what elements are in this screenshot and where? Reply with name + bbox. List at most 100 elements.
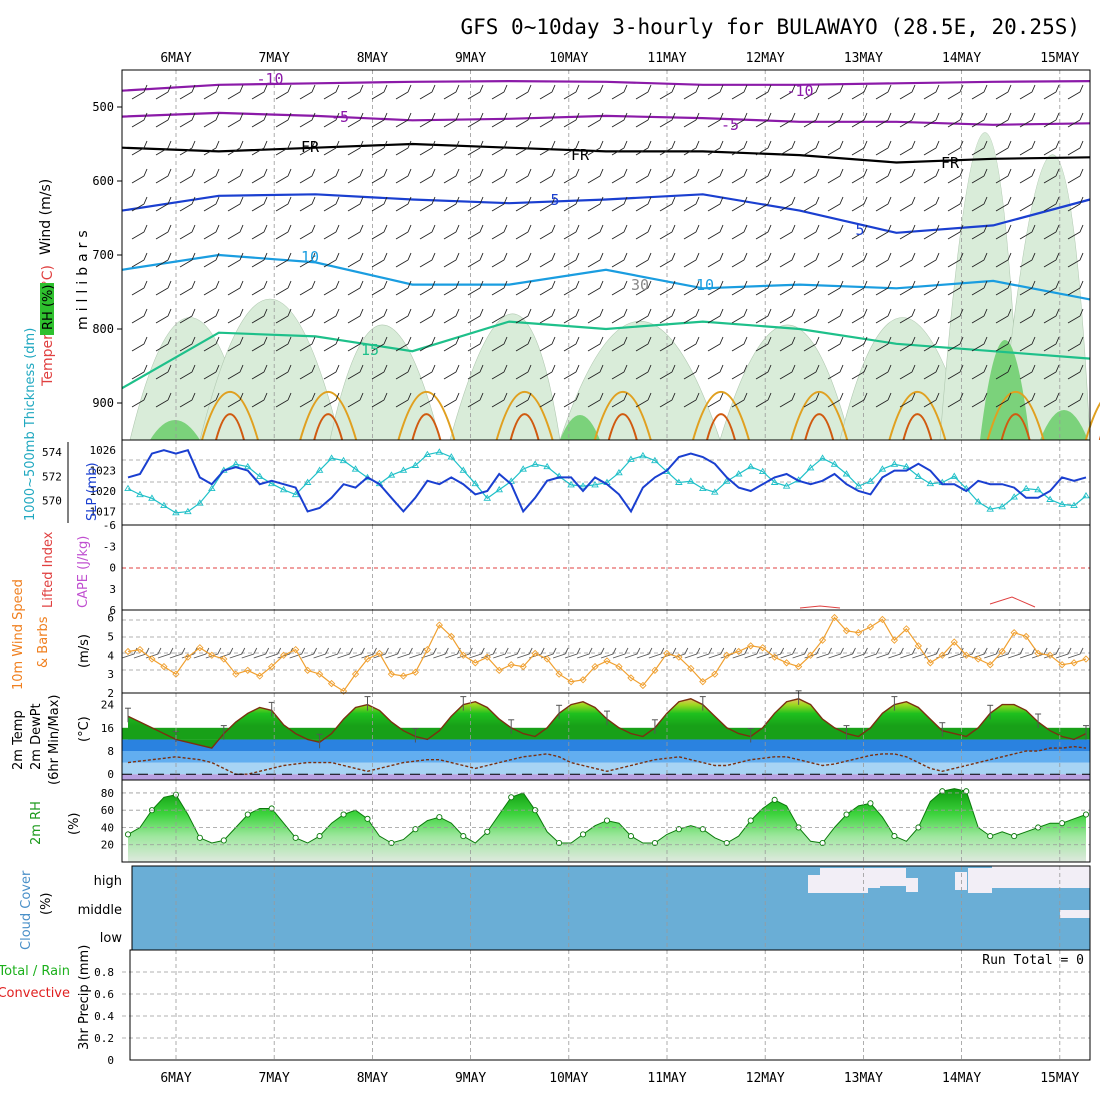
thickness-marker xyxy=(591,481,599,488)
wind-barb xyxy=(299,140,316,156)
wind-barb xyxy=(707,308,724,324)
wind-barb xyxy=(227,336,244,352)
wind-barb xyxy=(899,112,916,128)
thickness-marker xyxy=(243,462,252,470)
thickness-marker xyxy=(687,477,695,484)
wind-barb xyxy=(299,252,316,268)
wind-barb xyxy=(611,84,628,100)
thickness-marker xyxy=(974,498,983,505)
wind-barb xyxy=(491,364,508,380)
wind-barb xyxy=(995,364,1012,380)
wind-barb xyxy=(779,112,796,128)
thickness-marker xyxy=(471,479,480,487)
wind-barb xyxy=(347,84,364,100)
rh-marker xyxy=(723,839,730,847)
wind-barb xyxy=(659,308,676,324)
wind-barb xyxy=(179,196,196,212)
wind-barb xyxy=(371,84,388,100)
wind-barb xyxy=(779,392,796,408)
thickness-marker xyxy=(531,460,539,467)
temp-label-2: 2m DewPt xyxy=(29,703,44,770)
wind-speed-marker xyxy=(579,676,587,684)
wind-barb xyxy=(131,84,148,100)
thickness-marker xyxy=(627,455,635,462)
date-top-label: 15MAY xyxy=(1040,51,1079,66)
wind-barb xyxy=(1019,392,1036,408)
wind-speed-marker xyxy=(447,632,455,641)
wind-barb xyxy=(1067,308,1084,324)
wind-barb xyxy=(347,140,364,156)
wind-barb-10m xyxy=(505,647,521,659)
hot-contour xyxy=(215,413,245,441)
precip-tick-label: 0.6 xyxy=(94,988,114,1001)
precip-tick-label: 0.4 xyxy=(94,1010,114,1023)
wind-barb xyxy=(539,252,556,268)
rh-marker xyxy=(627,833,635,840)
wind-barb xyxy=(635,392,652,408)
li-tick-label: 6 xyxy=(109,604,116,617)
wind-barb xyxy=(275,308,292,324)
rh-tick-label: 20 xyxy=(101,839,114,852)
cloud-clear-patch xyxy=(992,866,1090,888)
thickness-marker xyxy=(866,477,875,484)
wind-barb xyxy=(923,84,940,100)
precip-labels: Total / Rain Convective 3hr Precip (mm) xyxy=(0,945,92,1050)
wind-barb xyxy=(419,196,436,212)
date-labels-bottom: 6MAY 7MAY 8MAY 9MAY 10MAY 11MAY 12MAY 13MAY 14MA… xyxy=(160,1071,1079,1086)
thickness-marker xyxy=(818,454,827,461)
wind-barb xyxy=(419,364,436,380)
wind-barb xyxy=(371,336,388,352)
precip-label-rain: Total / Rain xyxy=(0,964,70,979)
thickness-marker xyxy=(926,479,935,487)
wind-barb xyxy=(251,308,268,324)
wind-speed-marker xyxy=(136,645,144,654)
wind-barb xyxy=(443,280,460,296)
wind-barb xyxy=(443,140,460,156)
temp-tick-label: 8 xyxy=(107,745,114,758)
wind-barb xyxy=(923,224,940,240)
wind-barb xyxy=(491,280,508,296)
contour-label: 10 xyxy=(301,248,319,266)
date-top-label: 11MAY xyxy=(647,51,686,66)
isotherm-line xyxy=(121,253,1091,301)
wind-barb xyxy=(371,224,388,240)
warm-contour xyxy=(397,391,456,441)
wind-speed-marker xyxy=(375,649,384,658)
wind-barb xyxy=(971,308,988,324)
wind-barb xyxy=(155,280,172,296)
wind-barb xyxy=(1019,168,1036,184)
wind-barb xyxy=(467,196,484,212)
wind-barb xyxy=(947,168,964,184)
wind-barb xyxy=(299,112,316,128)
wind-barb xyxy=(1067,112,1084,128)
thickness-marker xyxy=(1034,485,1042,493)
wind-speed-marker xyxy=(902,625,911,633)
date-top-label: 13MAY xyxy=(844,51,883,66)
date-labels-top: 6MAY 7MAY 8MAY 9MAY 10MAY 11MAY 12MAY 13MAY 14MA… xyxy=(160,51,1079,66)
wind-barb xyxy=(347,308,364,324)
precip-label-main: 3hr Precip (mm) xyxy=(77,945,92,1050)
rh-marker xyxy=(603,817,611,824)
wind-barb xyxy=(875,196,892,212)
wind-barb xyxy=(131,280,148,296)
wind-barb xyxy=(539,112,556,128)
wind-barb xyxy=(1043,196,1060,212)
wind-barb xyxy=(539,280,556,296)
precip-frame xyxy=(129,949,1091,1061)
wind-barb xyxy=(323,308,340,324)
wind-speed-marker xyxy=(699,678,707,686)
wind-barb xyxy=(683,224,700,240)
rh-marker xyxy=(1011,833,1018,840)
wind-barb xyxy=(587,364,604,380)
wind-barb xyxy=(1043,252,1060,268)
wind-barb xyxy=(611,308,628,324)
thickness-marker xyxy=(435,448,444,455)
wind-barb xyxy=(947,196,964,212)
wind-barb xyxy=(227,112,244,128)
thickness-marker xyxy=(184,507,192,515)
y-tick-label: 600 xyxy=(92,174,114,188)
wind-barb xyxy=(779,336,796,352)
wind-barb xyxy=(851,140,868,156)
wind-barb-10m xyxy=(217,647,234,659)
